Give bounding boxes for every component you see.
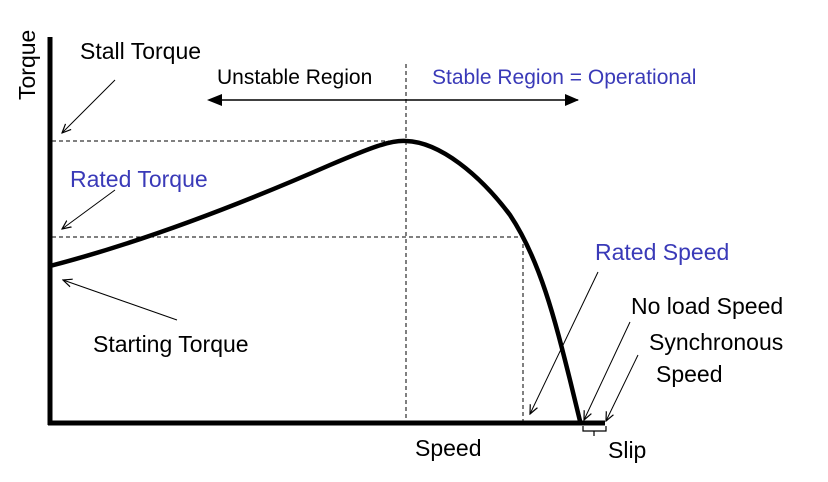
unstable-region-label: Unstable Region	[217, 66, 373, 89]
stable-region-label: Stable Region = Operational	[432, 66, 697, 89]
slip-label: Slip	[608, 437, 647, 463]
rated-speed-pointer	[530, 271, 599, 414]
synchronous-speed-label-line1: Synchronous	[649, 329, 784, 355]
starting-torque-label: Starting Torque	[93, 331, 249, 357]
y-axis-label: Torque	[14, 29, 40, 100]
slip-brace	[582, 426, 607, 436]
torque-speed-curve	[47, 138, 583, 424]
no-load-speed-label: No load Speed	[631, 293, 784, 319]
stall-torque-pointer	[62, 79, 116, 133]
starting-torque-pointer	[63, 280, 178, 321]
region-arrow-left-head	[207, 94, 222, 106]
x-axis-label: Speed	[415, 435, 482, 461]
rated-speed-label: Rated Speed	[595, 239, 730, 265]
synchronous-speed-label-line2: Speed	[656, 361, 723, 387]
rated-torque-pointer	[62, 189, 116, 229]
synchronous-speed-pointer	[606, 354, 639, 421]
stall-torque-label: Stall Torque	[80, 38, 202, 64]
no-load-speed-pointer	[584, 321, 631, 420]
rated-torque-label: Rated Torque	[70, 166, 208, 192]
